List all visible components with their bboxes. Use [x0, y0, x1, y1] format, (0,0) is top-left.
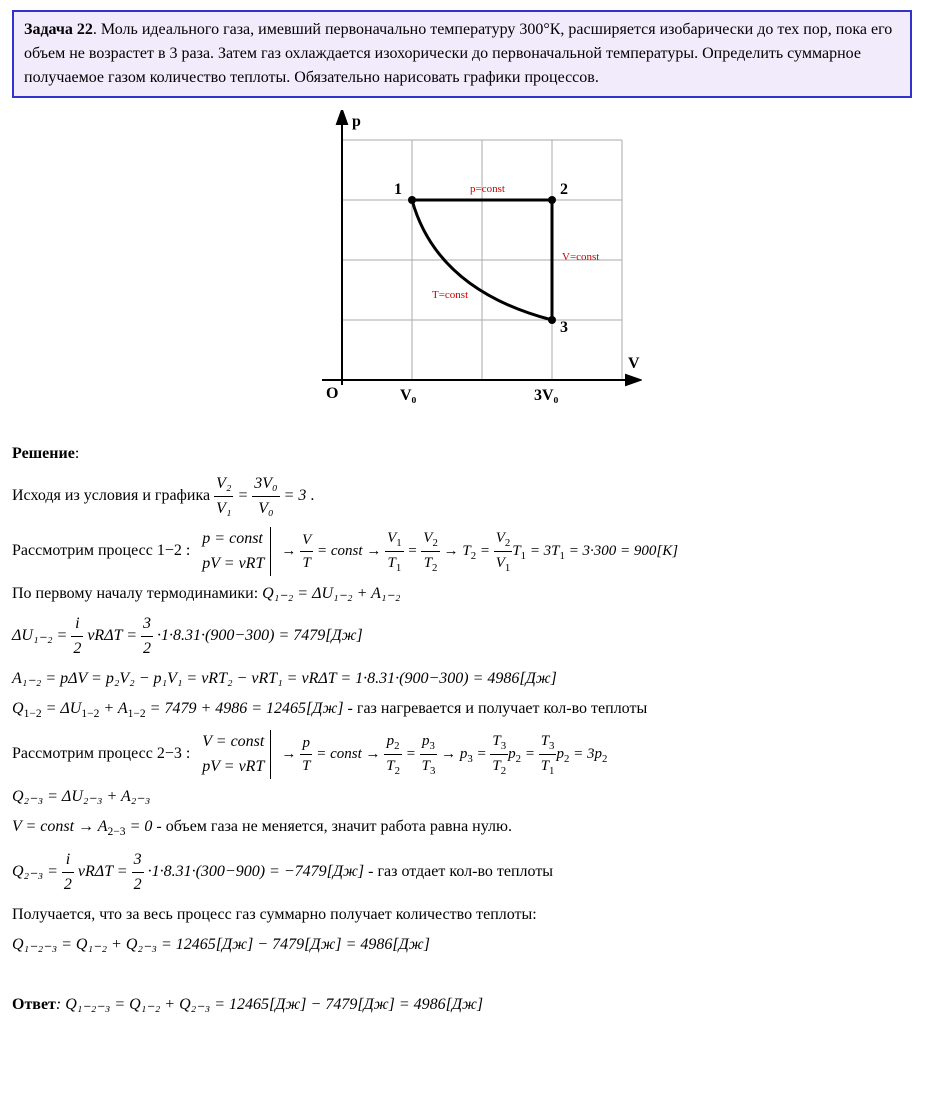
svg-text:3: 3 [560, 319, 568, 336]
problem-text: . Моль идеального газа, имевший первонач… [24, 21, 892, 86]
f-2c: 2 [62, 873, 74, 897]
origin-label: O [326, 385, 338, 402]
x-tick-3v0: 3V₀ [534, 387, 559, 404]
problem-box: Задача 22. Моль идеального газа, имевший… [12, 10, 912, 98]
du12-mid: νRΔT = [87, 628, 141, 645]
p12-right: → VT = const → V1T1 = V2T2 → T2 = V2V1T1… [281, 543, 678, 559]
cond-post: . [310, 487, 314, 504]
x-tick-v0: V₀ [400, 387, 417, 404]
first-law-line: По первому началу термодинамики: Q₁₋₂ = … [12, 582, 912, 606]
answer-label: Ответ [12, 996, 56, 1013]
axis-p-label: p [352, 113, 361, 130]
du12-post: ·1·8.31·(900−300) = 7479[Дж] [157, 628, 363, 645]
proc23-label: Рассмотрим процесс 2−3 : [12, 745, 190, 762]
summary-line: Получается, что за весь процесс газ сумм… [12, 903, 912, 927]
svg-text:2: 2 [560, 181, 568, 198]
solution-block: Решение: Исходя из условия и графика V₂V… [12, 442, 912, 1017]
p23-l1: V = const [202, 730, 264, 754]
firstlaw-pre: По первому началу термодинамики: [12, 585, 262, 602]
solution-label: Решение [12, 445, 75, 462]
pv-chart: p V O V₀ 3V₀ 1 2 3 p=const V=const T=con… [12, 110, 912, 428]
p23-right: → pT = const → p2T2 = p3T3 → p3 = T3T2p2… [281, 746, 607, 762]
A12-line: A₁₋₂ = pΔV = p₂V₂ − p₁V₁ = νRT₂ − νRT₁ =… [12, 667, 912, 691]
Q23-def-line: Q₂₋₃ = ΔU₂₋₃ + A₂₋₃ [12, 785, 912, 809]
answer-line: Ответ: Q₁₋₂₋₃ = Q₁₋₂ + Q₂₋₃ = 12465[Дж] … [12, 993, 912, 1017]
svg-text:T=const: T=const [432, 289, 468, 301]
f-3: 3 [141, 612, 153, 637]
p12-l2: pV = νRT [202, 552, 264, 576]
svg-text:V=const: V=const [562, 251, 599, 263]
frac-v2: V₂ [214, 472, 233, 497]
p12-l1: p = const [202, 527, 263, 551]
f-2d: 2 [132, 873, 144, 897]
svg-text:1: 1 [394, 181, 402, 198]
cond-pre: Исходя из условия и графика [12, 487, 214, 504]
Q23-calc-line: Q₂₋₃ = i2 νRΔT = 32 ·1·8.31·(300−900) = … [12, 848, 912, 897]
Qtotal-line: Q₁₋₂₋₃ = Q₁₋₂ + Q₂₋₃ = 12465[Дж] − 7479[… [12, 933, 912, 957]
svg-text:p=const: p=const [470, 183, 505, 195]
frac-3v0d: V₀ [252, 497, 279, 521]
Vconst-line: V = const → A2−3 = 0 - объем газа не мен… [12, 815, 912, 841]
frac-3v0n: 3V₀ [252, 472, 279, 497]
q23-mid: νRΔT = [78, 863, 132, 880]
axis-v-label: V [628, 355, 640, 372]
firstlaw-eq: Q₁₋₂ = ΔU₁₋₂ + A₁₋₂ [262, 585, 400, 602]
p23-l2: pV = νRT [202, 755, 264, 779]
du12-pre: ΔU₁₋₂ = [12, 628, 71, 645]
f-i2: i [62, 848, 74, 873]
eq3: = 3 [284, 487, 307, 504]
frac-v1: V₁ [214, 497, 233, 521]
problem-title: Задача 22 [24, 21, 93, 38]
f-3b: 3 [132, 848, 144, 873]
answer-eq: : Q₁₋₂₋₃ = Q₁₋₂ + Q₂₋₃ = 12465[Дж] − 747… [56, 996, 483, 1013]
f-2b: 2 [141, 637, 153, 661]
process-12-line: Рассмотрим процесс 1−2 : p = const pV = … [12, 527, 912, 576]
condition-line: Исходя из условия и графика V₂V₁ = 3V₀V₀… [12, 472, 912, 521]
process-23-line: Рассмотрим процесс 2−3 : V = const pV = … [12, 730, 912, 779]
Q12-line: Q1−2 = ΔU1−2 + A1−2 = 7479 + 4986 = 1246… [12, 697, 912, 723]
f-i: i [71, 612, 83, 637]
proc12-label: Рассмотрим процесс 1−2 : [12, 542, 190, 559]
q23-pre: Q₂₋₃ = [12, 863, 62, 880]
f-2a: 2 [71, 637, 83, 661]
dU12-line: ΔU₁₋₂ = i2 νRΔT = 32 ·1·8.31·(900−300) =… [12, 612, 912, 661]
